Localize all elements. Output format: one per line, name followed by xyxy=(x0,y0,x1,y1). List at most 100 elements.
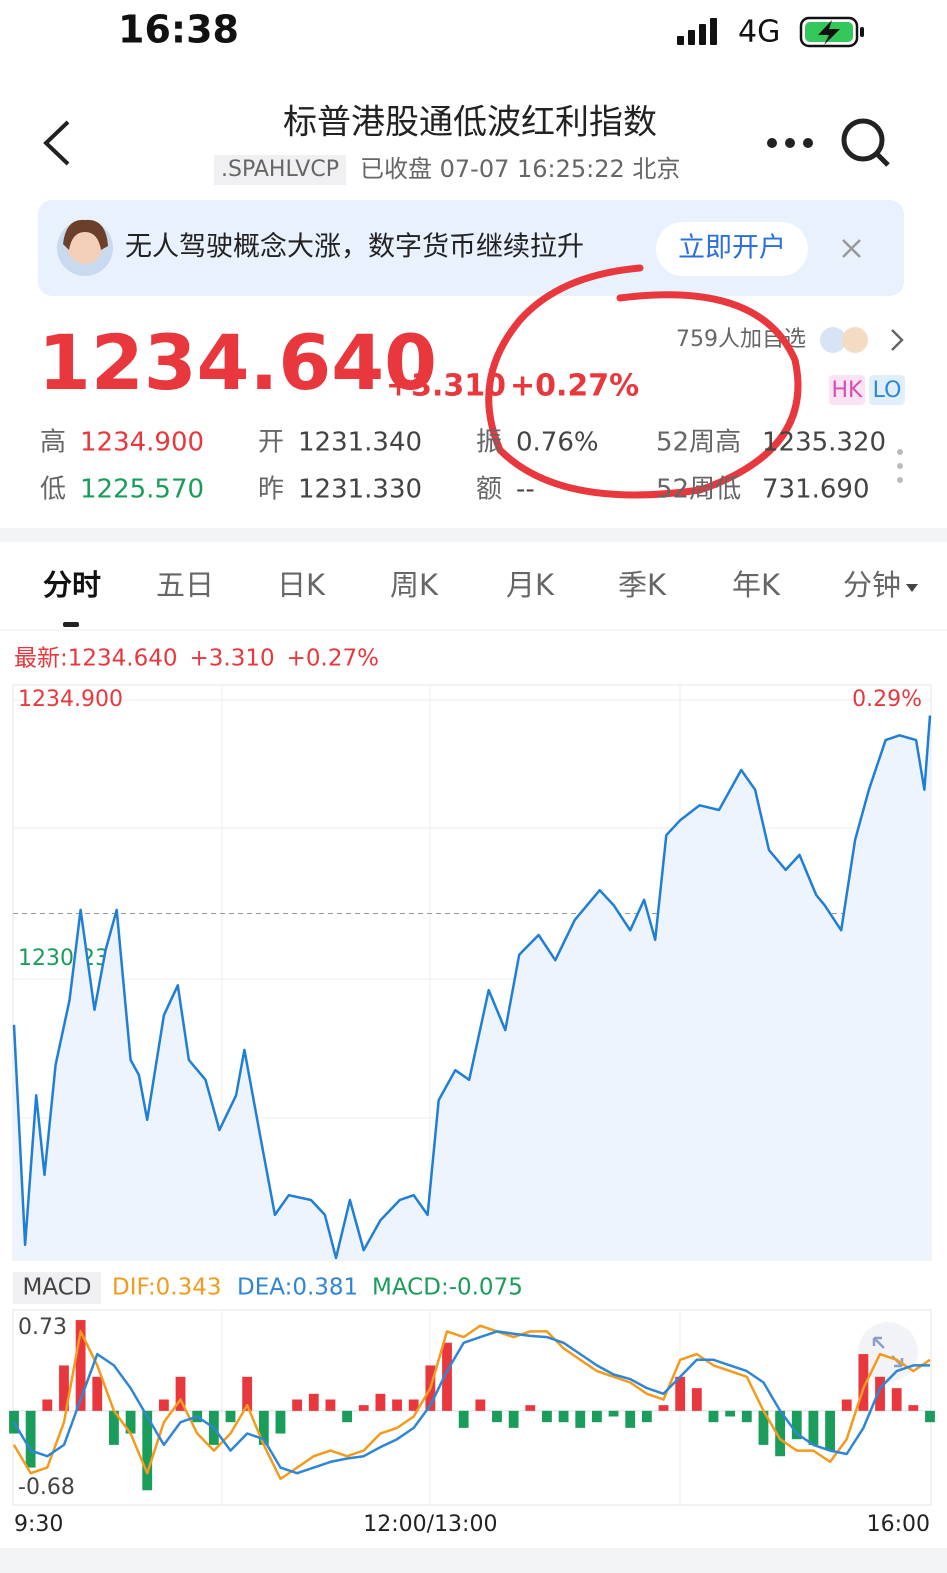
macd-bar xyxy=(875,1376,885,1411)
macd-bar xyxy=(908,1405,919,1411)
macd-bar xyxy=(475,1399,486,1411)
macd-bar xyxy=(408,1399,419,1411)
more-button[interactable] xyxy=(767,138,813,148)
avatar xyxy=(57,219,113,276)
watchers-arrow[interactable] xyxy=(891,329,904,351)
market-status: 已收盘 07-07 16:25:22 北京 xyxy=(360,155,680,183)
network-label: 4G xyxy=(738,15,780,50)
price-line xyxy=(12,715,932,1260)
x-tick-label: 16:00 xyxy=(867,1512,930,1537)
macd-bar xyxy=(825,1410,835,1451)
y-tick-label: 1234.900 xyxy=(18,687,123,712)
latest-label: 最新:1234.640 xyxy=(14,646,178,672)
tab[interactable]: 分时 xyxy=(43,568,101,602)
macd-bar xyxy=(292,1399,303,1411)
macd-line xyxy=(12,1324,931,1481)
close-banner[interactable] xyxy=(842,239,861,258)
macd-bar xyxy=(891,1388,902,1411)
x-tick-label: 12:00/13:00 xyxy=(363,1512,497,1537)
tab[interactable]: 五日 xyxy=(156,568,214,602)
macd-bar xyxy=(925,1410,935,1423)
macd-tick-label: 0.73 xyxy=(18,1315,67,1340)
tab[interactable]: 年K xyxy=(732,568,781,602)
macd-bar xyxy=(741,1410,752,1423)
banner-text: 无人驾驶概念大涨，数字货币继续拉升 xyxy=(125,232,584,263)
stat-label: 52周高 xyxy=(656,428,741,458)
macd-bar xyxy=(109,1410,119,1445)
stat-value: 1225.570 xyxy=(80,475,204,505)
stat-label: 低 xyxy=(40,475,66,505)
x-tick-label: 9:30 xyxy=(14,1512,63,1537)
macd-bar xyxy=(608,1410,619,1417)
stat-value: 1234.900 xyxy=(80,428,204,458)
badge: LO xyxy=(873,378,902,403)
macd-bar xyxy=(708,1410,719,1423)
page-title: 标普港股通低波红利指数 xyxy=(283,103,657,143)
tab[interactable]: 季K xyxy=(618,568,667,602)
stat-value: 1231.330 xyxy=(298,475,422,505)
macd-bar xyxy=(542,1410,552,1423)
badge: HK xyxy=(832,378,864,403)
macd-bar xyxy=(9,1410,19,1434)
legend-entry: DIF:0.343 xyxy=(112,1275,222,1301)
stat-label: 昨 xyxy=(258,475,284,505)
macd-bar xyxy=(841,1399,852,1411)
latest-label: +3.310 xyxy=(190,646,275,672)
macd-bar xyxy=(392,1399,402,1411)
status-time: 16:38 xyxy=(118,8,239,52)
macd-bar xyxy=(158,1399,169,1411)
stat-label: 额 xyxy=(476,475,502,505)
macd-bar xyxy=(775,1410,786,1457)
macd-bar xyxy=(358,1405,369,1411)
price-area xyxy=(14,715,930,1260)
search-button[interactable] xyxy=(841,118,890,167)
more-dots[interactable] xyxy=(897,449,903,483)
watcher-avatars xyxy=(820,327,868,353)
macd-bar xyxy=(75,1320,86,1411)
macd-bar xyxy=(375,1393,386,1411)
macd-bar xyxy=(525,1405,536,1411)
macd-bar xyxy=(308,1393,319,1411)
stat-label: 高 xyxy=(40,428,66,458)
macd-bar xyxy=(575,1410,586,1428)
stat-value: -- xyxy=(516,475,535,505)
stat-label: 振 xyxy=(476,428,502,458)
macd-tick-label: -0.68 xyxy=(18,1475,75,1500)
tab[interactable]: 周K xyxy=(390,568,439,602)
tab-dropdown[interactable] xyxy=(906,584,918,592)
macd-bar xyxy=(592,1410,602,1423)
macd-panel xyxy=(12,1309,932,1506)
macd-bar xyxy=(275,1410,286,1434)
stat-value: 731.690 xyxy=(762,475,870,505)
macd-bar xyxy=(225,1410,236,1423)
annotation-circle xyxy=(485,264,802,499)
macd-bar xyxy=(125,1410,136,1434)
macd-bar xyxy=(325,1399,336,1411)
change-pct: +0.27% xyxy=(510,369,639,404)
macd-bar xyxy=(42,1399,53,1411)
macd-bar xyxy=(758,1410,769,1445)
macd-bar xyxy=(242,1376,253,1411)
macd-bar xyxy=(342,1410,352,1423)
stat-label: 52周低 xyxy=(656,475,741,505)
macd-bar xyxy=(142,1410,153,1491)
badge-bg xyxy=(869,375,905,405)
legend-entry: DEA:0.381 xyxy=(237,1275,358,1301)
macd-bar xyxy=(492,1410,502,1423)
macd-bar xyxy=(675,1376,686,1411)
open-account-button[interactable] xyxy=(656,222,808,276)
badge-bg xyxy=(829,375,865,405)
macd-line xyxy=(12,1330,930,1475)
indicator-bg[interactable] xyxy=(13,1272,101,1304)
tab[interactable]: 分钟 xyxy=(843,568,901,602)
indicator-name: MACD xyxy=(23,1275,92,1301)
bottom-bar xyxy=(0,1548,947,1573)
code-bg xyxy=(214,155,346,185)
tab[interactable]: 日K xyxy=(277,568,326,602)
divider xyxy=(0,528,947,542)
stat-label: 开 xyxy=(258,428,284,458)
macd-bar xyxy=(625,1410,636,1428)
back-button[interactable] xyxy=(43,120,70,166)
tab[interactable]: 月K xyxy=(506,568,555,602)
macd-bar xyxy=(175,1376,186,1411)
